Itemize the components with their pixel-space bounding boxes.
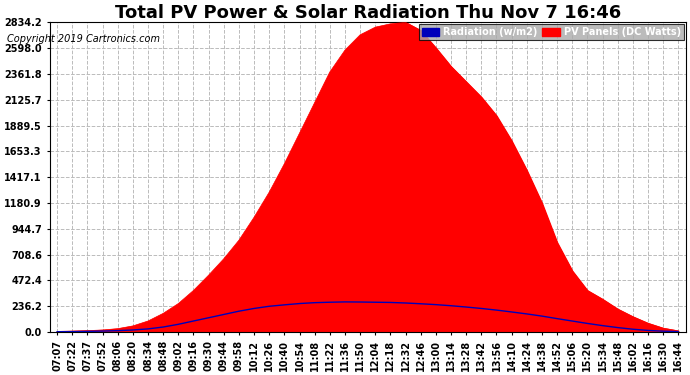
Text: Copyright 2019 Cartronics.com: Copyright 2019 Cartronics.com bbox=[7, 34, 160, 44]
Title: Total PV Power & Solar Radiation Thu Nov 7 16:46: Total PV Power & Solar Radiation Thu Nov… bbox=[115, 4, 621, 22]
Legend: Radiation (w/m2), PV Panels (DC Watts): Radiation (w/m2), PV Panels (DC Watts) bbox=[419, 24, 684, 40]
